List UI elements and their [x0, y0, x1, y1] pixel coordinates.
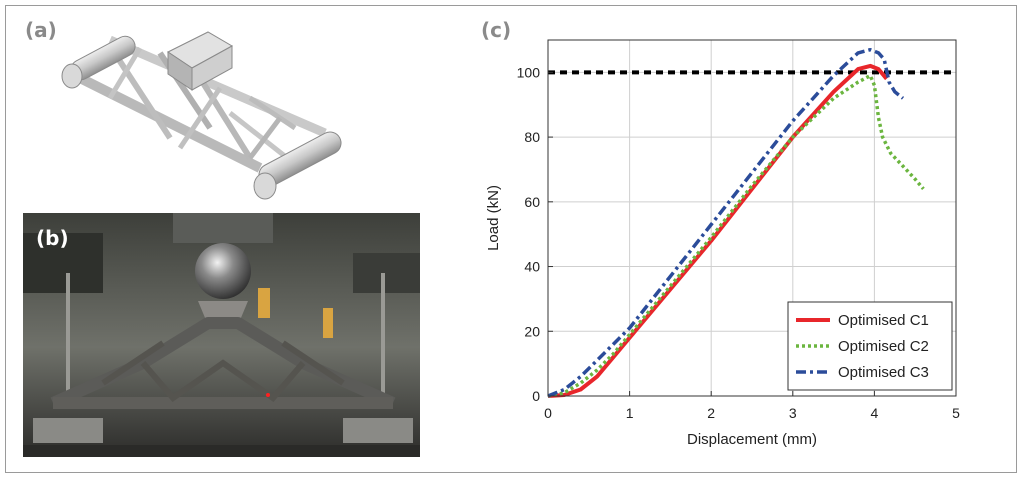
legend-label-1: Optimised C1: [838, 312, 929, 329]
series-line-3: [547, 47, 905, 398]
y-tick-labels: 0 20 40 60 80 100: [517, 64, 553, 404]
series-line-2: [547, 73, 925, 398]
chart-legend: Optimised C1 Optimised C2 Optimised C3: [787, 301, 953, 391]
legend-label-2: Optimised C2: [838, 338, 929, 355]
y-tick-label-5: 100: [517, 64, 541, 80]
panel-a-label: (a): [25, 18, 57, 42]
legend-label-3: Optimised C3: [838, 364, 929, 381]
x-tick-label-5: 5: [952, 405, 960, 421]
y-tick-label-3: 60: [524, 194, 540, 210]
y-tick-label-4: 80: [524, 129, 540, 145]
x-tick-labels: 0 1 2 3 4 5: [544, 391, 960, 421]
series-group: [547, 47, 925, 398]
y-tick-label-1: 20: [524, 323, 540, 339]
panel-c-label: (c): [481, 18, 512, 42]
x-tick-label-2: 2: [707, 405, 715, 421]
series-line-1: [547, 63, 889, 398]
y-tick-label-0: 0: [532, 388, 540, 404]
x-tick-label-3: 3: [789, 405, 797, 421]
x-tick-label-0: 0: [544, 405, 552, 421]
x-axis-label: Displacement (mm): [687, 431, 817, 448]
y-tick-label-2: 40: [524, 259, 540, 275]
y-axis-label: Load (kN): [485, 185, 502, 251]
panel-b-label: (b): [36, 226, 69, 250]
truss-render-image: [61, 31, 342, 200]
test-setup-photo: [23, 213, 420, 457]
plot-area-frame: [547, 39, 957, 397]
x-tick-label-4: 4: [871, 405, 879, 421]
load-displacement-chart: 0 1 2 3 4 5 0 20 40 60 80 100 Displacement (mm) Lo…: [485, 39, 960, 448]
x-tick-label-1: 1: [626, 405, 634, 421]
